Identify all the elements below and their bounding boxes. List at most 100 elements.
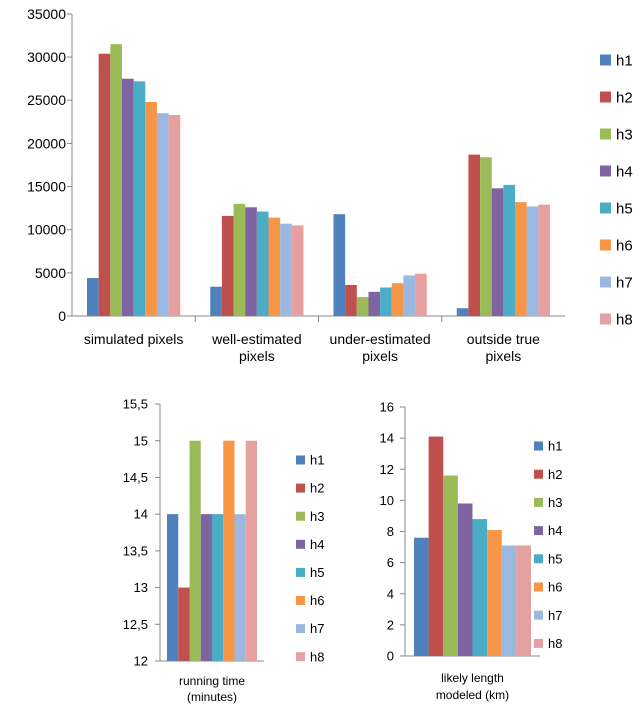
legend-label: h1: [548, 439, 562, 454]
legend-swatch: [534, 497, 543, 507]
y-tick-label: 10000: [27, 222, 66, 238]
bar-h3: [443, 475, 458, 656]
bar-h2: [468, 154, 481, 316]
legend-swatch: [600, 239, 611, 251]
legend-swatch: [534, 554, 543, 564]
y-tick-label: 30000: [27, 49, 66, 65]
legend-label: h6: [310, 593, 324, 608]
bar-h4: [245, 207, 257, 316]
bar-h3: [110, 44, 122, 316]
bar-h8: [516, 545, 531, 656]
bar-h8: [538, 204, 550, 316]
bar-h1: [456, 308, 469, 316]
bar-h6: [223, 440, 235, 661]
legend-label: h6: [616, 237, 633, 254]
bar-h7: [280, 223, 292, 316]
legend-label: h7: [616, 274, 633, 291]
bar-h4: [457, 503, 473, 656]
bar-h1: [210, 286, 222, 316]
y-tick-label: 25000: [27, 92, 66, 108]
legend-label: h8: [616, 311, 633, 328]
y-tick-label: 35000: [27, 6, 66, 22]
legend-label: h1: [310, 453, 324, 468]
legend-label: h3: [310, 509, 324, 524]
bar-h4: [200, 514, 212, 661]
legend-label: h2: [548, 467, 562, 482]
legend-label: h2: [310, 481, 324, 496]
y-tick-label: 14,5: [123, 470, 148, 485]
y-tick-label: 4: [387, 586, 394, 601]
legend-label: h4: [310, 537, 324, 552]
legend-label: h8: [310, 649, 324, 664]
bar-h5: [133, 81, 146, 316]
category-label: simulated pixels: [84, 331, 184, 347]
bar-h4: [491, 188, 504, 316]
y-tick-label: 15: [134, 433, 148, 448]
legend-label: h1: [616, 52, 633, 69]
bar-h3: [189, 440, 201, 661]
bar-h6: [487, 529, 502, 656]
bar-h2: [178, 587, 190, 661]
bar-h4: [368, 291, 381, 316]
y-tick-label: 2: [387, 617, 394, 632]
y-tick-label: 0: [58, 308, 66, 324]
y-tick-label: 15,5: [123, 397, 148, 412]
legend-label: h4: [616, 163, 633, 180]
bar-h1: [167, 514, 179, 661]
legend-label: h5: [310, 565, 324, 580]
category-label: well-estimated: [211, 331, 301, 347]
legend-label: h4: [548, 523, 562, 538]
y-tick-label: 13,5: [123, 543, 148, 558]
legend-label: h2: [616, 89, 633, 106]
legend-swatch: [600, 128, 611, 140]
bar-h6: [391, 283, 404, 316]
y-tick-label: 15000: [27, 178, 66, 194]
legend-swatch: [534, 469, 543, 479]
y-tick-label: 13: [134, 580, 148, 595]
chart-top: 0 5000 10000 15000 20000 25000 30000 35000 simul…: [27, 6, 633, 364]
category-label: likely length: [441, 671, 504, 685]
bar-h7: [156, 113, 169, 316]
bar-h1: [87, 278, 99, 316]
legend-label: h5: [548, 551, 562, 566]
y-tick-label: 16: [380, 400, 394, 415]
bar-h2: [221, 215, 234, 316]
legend-swatch: [534, 441, 543, 451]
bar-h5: [212, 514, 224, 661]
y-tick-label: 0: [387, 649, 394, 664]
category-label: pixels: [485, 348, 521, 364]
category-label: outside true: [467, 331, 540, 347]
chart-running-time: 12 12,5 13 13,5 14 14,5 15 15,5 running time (min…: [123, 397, 325, 704]
legend-swatch: [296, 539, 305, 549]
legend-swatch: [600, 54, 611, 66]
bar-h8: [168, 114, 181, 316]
legend-label: h6: [548, 580, 562, 595]
bar-h8: [415, 273, 427, 316]
bar-h3: [480, 157, 492, 316]
bar-h7: [526, 206, 539, 316]
legend-label: h7: [310, 621, 324, 636]
y-tick-label: 14: [134, 507, 148, 522]
legend-swatch: [296, 567, 305, 577]
y-tick-label: 10: [380, 493, 394, 508]
legend-swatch: [600, 91, 611, 103]
bar-h5: [472, 519, 488, 656]
category-label: modeled (km): [436, 688, 509, 702]
legend-swatch: [534, 610, 543, 620]
legend-swatch: [534, 638, 543, 648]
bar-h8: [245, 440, 257, 661]
category-label: pixels: [239, 348, 275, 364]
legend-label: h7: [548, 608, 562, 623]
bar-h7: [501, 545, 517, 656]
y-tick-label: 12: [380, 462, 394, 477]
legend-label: h3: [548, 495, 562, 510]
bar-h1: [333, 214, 346, 316]
bar-h6: [268, 217, 281, 316]
y-tick-label: 20000: [27, 135, 66, 151]
bar-h7: [234, 514, 246, 661]
bar-h6: [515, 202, 527, 316]
bar-h5: [256, 211, 269, 316]
y-tick-label: 8: [387, 524, 394, 539]
bar-h5: [503, 184, 516, 316]
